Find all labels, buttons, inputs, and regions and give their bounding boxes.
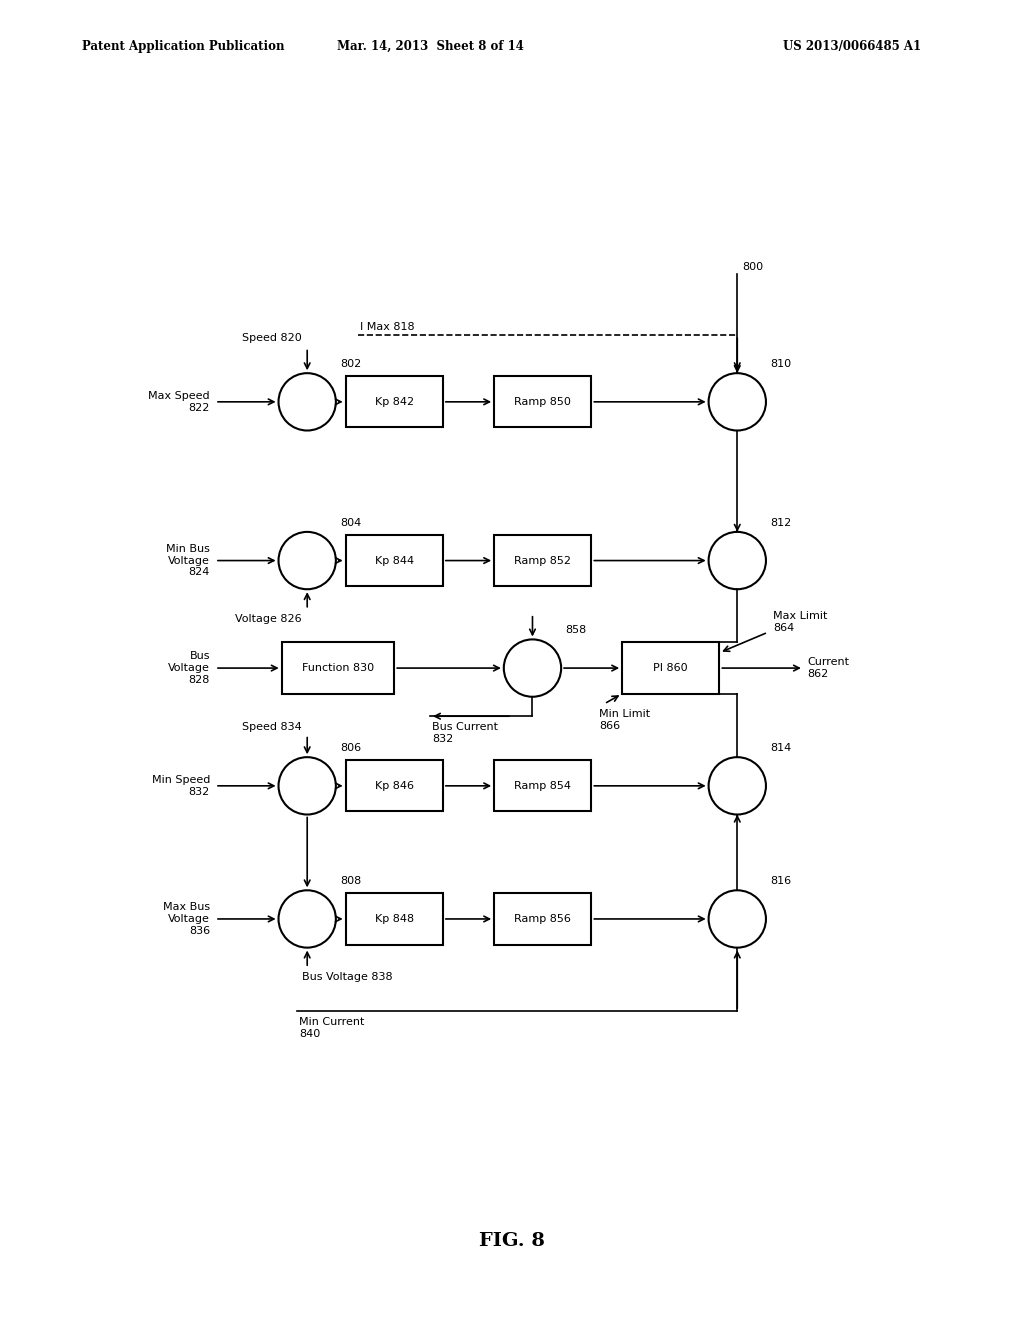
Text: Ramp 850: Ramp 850 bbox=[514, 397, 571, 407]
Text: 804: 804 bbox=[340, 517, 361, 528]
Text: Function 830: Function 830 bbox=[302, 663, 374, 673]
Text: Mar. 14, 2013  Sheet 8 of 14: Mar. 14, 2013 Sheet 8 of 14 bbox=[337, 40, 523, 53]
Text: Speed 820: Speed 820 bbox=[243, 334, 302, 343]
Text: Min Speed
832: Min Speed 832 bbox=[152, 775, 210, 797]
Bar bbox=[495, 535, 592, 586]
Text: Bus Current
832: Bus Current 832 bbox=[432, 722, 498, 744]
Bar bbox=[495, 894, 592, 945]
Text: Kp 848: Kp 848 bbox=[375, 913, 414, 924]
Bar bbox=[495, 760, 592, 812]
Text: Max Speed
822: Max Speed 822 bbox=[148, 391, 210, 413]
Text: Ramp 856: Ramp 856 bbox=[514, 913, 571, 924]
Text: Ramp 854: Ramp 854 bbox=[514, 781, 571, 791]
Text: Speed 834: Speed 834 bbox=[243, 722, 302, 731]
Text: Current
862: Current 862 bbox=[807, 657, 849, 678]
Text: Kp 844: Kp 844 bbox=[375, 556, 414, 565]
Text: 814: 814 bbox=[770, 743, 792, 754]
Bar bbox=[623, 643, 720, 694]
Text: US 2013/0066485 A1: US 2013/0066485 A1 bbox=[783, 40, 922, 53]
Text: PI 860: PI 860 bbox=[653, 663, 688, 673]
Text: 806: 806 bbox=[340, 743, 361, 754]
Bar bbox=[346, 535, 443, 586]
Text: 802: 802 bbox=[340, 359, 361, 370]
Text: Min Bus
Voltage
824: Min Bus Voltage 824 bbox=[166, 544, 210, 577]
Text: Kp 842: Kp 842 bbox=[375, 397, 414, 407]
Text: 816: 816 bbox=[770, 876, 792, 886]
Bar bbox=[346, 376, 443, 428]
Text: Bus Voltage 838: Bus Voltage 838 bbox=[302, 973, 393, 982]
Text: Patent Application Publication: Patent Application Publication bbox=[82, 40, 285, 53]
Bar bbox=[346, 760, 443, 812]
Text: Max Bus
Voltage
836: Max Bus Voltage 836 bbox=[163, 903, 210, 936]
Bar bbox=[282, 643, 394, 694]
Text: 800: 800 bbox=[742, 261, 764, 272]
Text: 810: 810 bbox=[770, 359, 792, 370]
Text: 812: 812 bbox=[770, 517, 792, 528]
Text: Min Current
840: Min Current 840 bbox=[299, 1018, 365, 1039]
Bar bbox=[495, 376, 592, 428]
Text: 858: 858 bbox=[565, 626, 587, 635]
Text: Ramp 852: Ramp 852 bbox=[514, 556, 571, 565]
Text: Voltage 826: Voltage 826 bbox=[236, 614, 302, 624]
Text: 808: 808 bbox=[340, 876, 361, 886]
Bar bbox=[346, 894, 443, 945]
Text: Kp 846: Kp 846 bbox=[375, 781, 414, 791]
Text: Min Limit
866: Min Limit 866 bbox=[599, 709, 650, 731]
Text: I Max 818: I Max 818 bbox=[360, 322, 415, 333]
Text: FIG. 8: FIG. 8 bbox=[479, 1232, 545, 1250]
Text: Max Limit
864: Max Limit 864 bbox=[773, 611, 827, 632]
Text: Bus
Voltage
828: Bus Voltage 828 bbox=[168, 652, 210, 685]
